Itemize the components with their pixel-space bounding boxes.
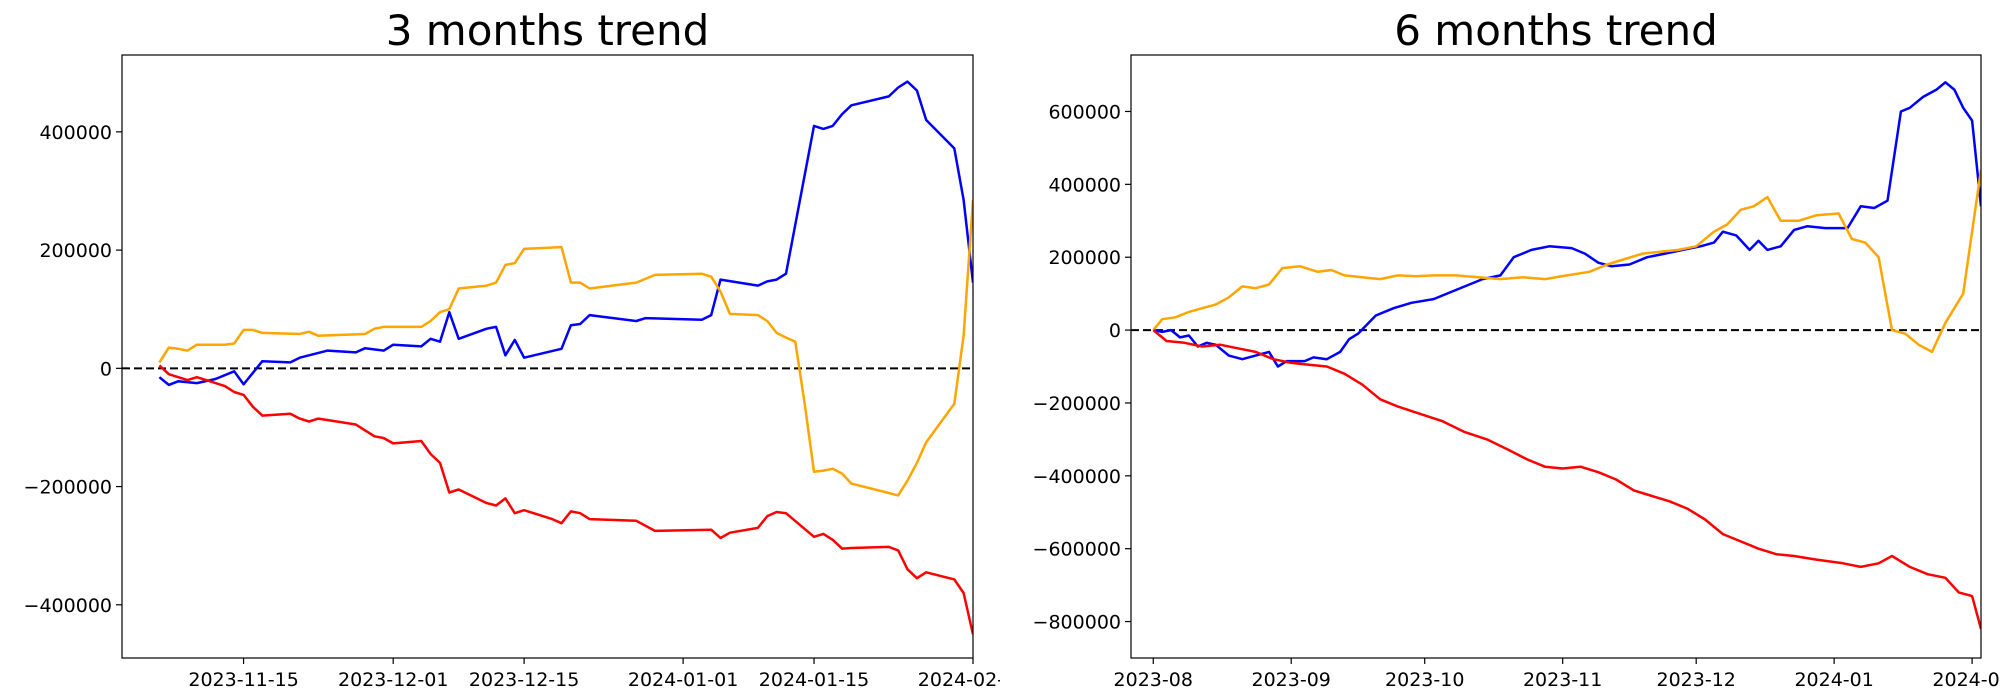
x-tick-label: 2023-12-01 [338,669,448,691]
y-tick-label: 400000 [39,122,112,144]
series-line-2 [1152,169,1981,354]
plot-area-frame [1130,54,1982,659]
x-tick-label: 2023-12-15 [469,669,579,691]
x-tick-label: 2024-02-01 [918,669,1000,691]
chart-title: 6 months trend [1394,6,1718,55]
y-tick-label: 200000 [39,240,112,262]
series-line-1 [1153,81,1981,368]
y-tick-label: −400000 [24,595,112,617]
x-tick-label: 2024-02 [1932,669,2000,691]
x-tick-label: 2023-11 [1523,669,1602,691]
y-tick-label: −800000 [1033,612,1121,634]
chart-6-months: 6 months trend −800000 −600000 −400000 −2000… [1000,0,2000,700]
x-tick-label: 2023-08 [1114,669,1193,691]
y-tick-label: −200000 [24,477,112,499]
series-line-3 [158,364,973,635]
x-tick-label: 2023-12 [1656,669,1735,691]
x-tick-label: 2024-01-01 [628,669,738,691]
x-tick-label: 2023-10 [1385,669,1464,691]
x-tick-label: 2024-01 [1794,669,1873,691]
y-tick-label: 200000 [1048,247,1121,269]
y-tick-label: 0 [1109,320,1121,342]
y-tick-label: −600000 [1033,539,1121,561]
x-tick-label: 2023-11-15 [188,669,298,691]
chart-title: 3 months trend [386,6,710,55]
series-line-1 [158,80,973,387]
y-tick-label: −400000 [1033,466,1121,488]
x-tick-label: 2023-09 [1252,669,1331,691]
y-tick-label: 600000 [1048,101,1121,123]
chart-3-months: 3 months trend −400000 −200000 0 200000 40000… [24,6,1000,691]
series-line-3 [1152,329,1981,630]
y-tick-label: 400000 [1048,174,1121,196]
chart-6-months-svg: 6 months trend −800000 −600000 −400000 −2000… [1033,6,2000,691]
chart-3-months-svg: 3 months trend −400000 −200000 0 200000 40000… [24,6,1000,691]
x-tick-label: 2024-01-15 [759,669,869,691]
y-tick-label: 0 [100,358,112,380]
series-line-2 [158,199,973,497]
plot-area-frame [121,54,974,659]
y-tick-label: −200000 [1033,393,1121,415]
